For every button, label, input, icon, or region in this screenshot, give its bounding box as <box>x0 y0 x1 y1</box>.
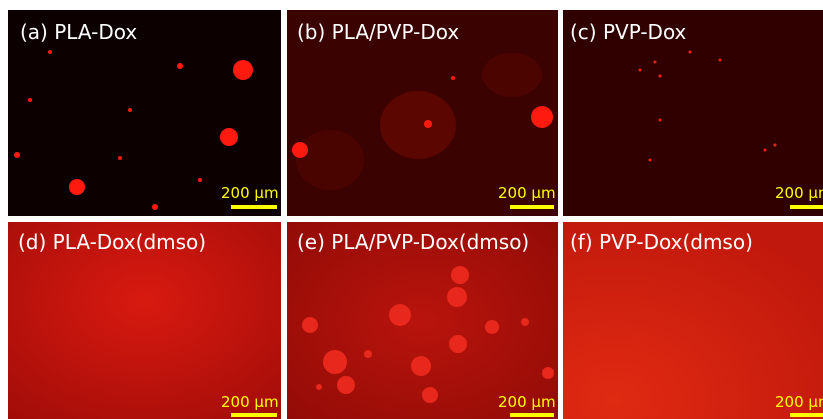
panel-label: (d) PLA-Dox(dmso) <box>18 230 206 254</box>
panel-label: (b) PLA/PVP-Dox <box>297 20 459 44</box>
panel-label: (c) PVP-Dox <box>570 20 687 44</box>
scale-label: 200 µm <box>221 393 279 411</box>
scale-label: 200 µm <box>775 393 823 411</box>
figure: (a) PLA-Dox (b) PLA/PVP-Dox (c) PVP-Dox … <box>0 0 823 419</box>
panel-label: (f) PVP-Dox(dmso) <box>570 230 753 254</box>
scale-label: 200 µm <box>498 184 556 202</box>
scale-label: 200 µm <box>498 393 556 411</box>
scale-label: 200 µm <box>221 184 279 202</box>
panel-label: (e) PLA/PVP-Dox(dmso) <box>297 230 529 254</box>
scale-label: 200 µm <box>775 184 823 202</box>
panel-label: (a) PLA-Dox <box>20 20 137 44</box>
